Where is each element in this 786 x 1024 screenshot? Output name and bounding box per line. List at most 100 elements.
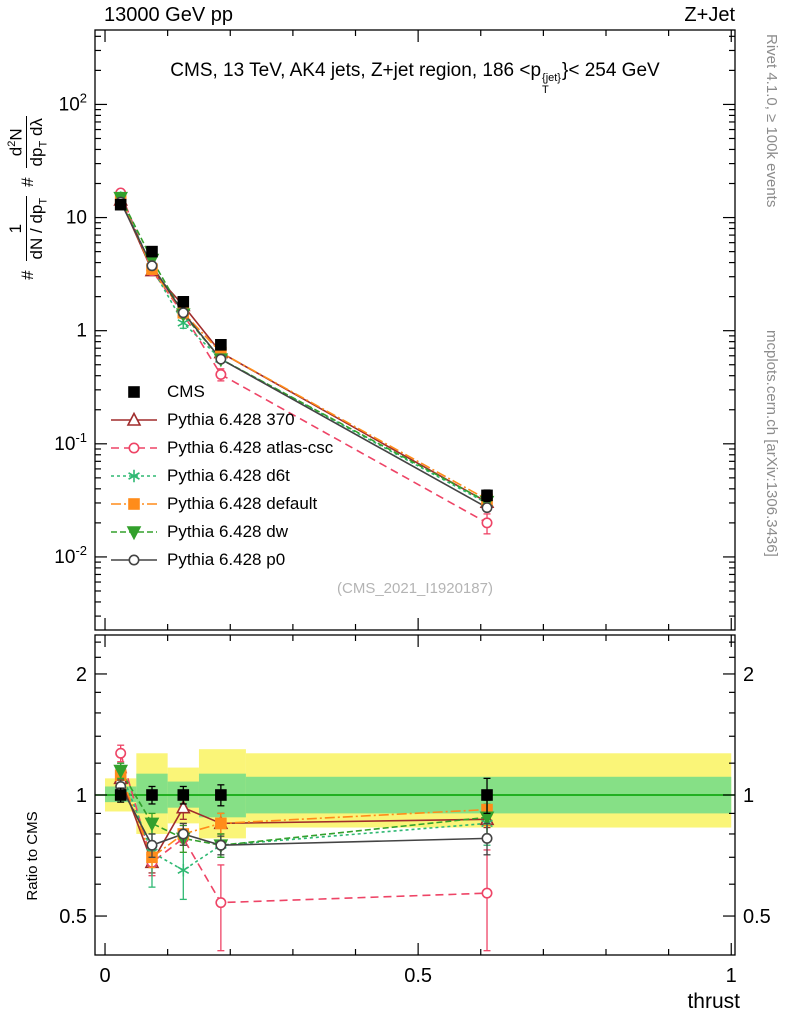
marker-triangle-down (126, 526, 142, 541)
ylabel-frac2-numerator: d2N (5, 128, 26, 157)
marker-square (146, 789, 158, 801)
main-y-tick-label: 10-2 (54, 543, 87, 568)
marker-circle (146, 839, 158, 851)
marker-circle (177, 307, 189, 319)
main-panel-series (113, 187, 495, 535)
main-y-tick-label: 10 (66, 208, 87, 229)
marker-asterisk (128, 469, 140, 483)
legend-item-pythia-atlas-csc: Pythia 6.428 atlas-csc (110, 434, 333, 462)
marker-square (177, 296, 190, 308)
pt-jet-subsup: {jet} T (542, 72, 561, 96)
ratio-y-axis-label: Ratio to CMS (24, 811, 41, 901)
marker-square (114, 198, 127, 211)
marker-triangle-down (144, 817, 160, 832)
legend-label: Pythia 6.428 370 (167, 410, 295, 429)
main-y-tick-label: 1 (76, 321, 87, 342)
tick-labels: 102 10 1 10-1 10-2 2 2 1 1 0.5 0.5 0 0.5 1 (54, 90, 771, 987)
marker-circle (215, 897, 227, 909)
ratio-y-tick-label: 0.5 (743, 906, 771, 928)
legend: CMS Pythia 6.428 370 Pythia 6.428 atlas-cs… (110, 378, 333, 574)
legend-item-pythia-dw: Pythia 6.428 dw (110, 518, 333, 546)
legend-label: Pythia 6.428 atlas-csc (167, 438, 334, 457)
rivet-version-note: Rivet 4.1.0, ≥ 100k events (763, 34, 780, 208)
marker-square (114, 789, 127, 801)
panel-title-sub: T (542, 83, 549, 96)
legend-label: Pythia 6.428 dw (167, 522, 288, 541)
x-axis-label: thrust (687, 990, 740, 1013)
marker-circle (215, 368, 227, 380)
legend-sample-pythia-p0 (111, 554, 157, 566)
marker-circle (481, 517, 493, 529)
marker-square (481, 789, 493, 801)
marker-circle (115, 747, 127, 759)
marker-circle (215, 353, 227, 365)
marker-circle (146, 260, 158, 272)
ylabel-hash-1: # (18, 270, 37, 280)
marker-square (128, 386, 140, 398)
ylabel-fraction-2: d2N dpT dλ (5, 116, 51, 169)
legend-sample-cms (128, 386, 140, 398)
marker-square (177, 789, 190, 801)
ylabel-frac1-numerator: 1 (6, 223, 26, 234)
marker-circle (128, 442, 140, 454)
legend-item-pythia-p0: Pythia 6.428 p0 (110, 546, 333, 574)
legend-item-pythia-d6t: Pythia 6.428 d6t (110, 462, 333, 490)
main-y-tick-label: 10-1 (54, 430, 87, 455)
marker-asterisk (177, 863, 190, 877)
x-tick-label: 1 (726, 965, 737, 987)
beam-energy-label: 13000 GeV pp (104, 4, 233, 26)
marker-circle (177, 828, 189, 840)
legend-sample-pythia-d6t (111, 469, 157, 483)
marker-circle (481, 887, 493, 899)
ratio-frame (94, 634, 736, 956)
axis-ticks (95, 30, 735, 955)
main-y-tick-label: 102 (59, 90, 87, 115)
panel-title-prefix: CMS, 13 TeV, AK4 jets, Z+jet region, 186… (170, 60, 542, 81)
ylabel-fraction-1: 1 dN / dpT (6, 195, 50, 262)
main-frame (94, 29, 736, 631)
analysis-id-watermark: (CMS_2021_I1920187) (337, 580, 493, 597)
panel-title-sup: {jet} (542, 72, 561, 84)
series-line-pythia-dw (119, 770, 488, 847)
x-tick-label: 0 (99, 965, 110, 987)
panel-title: CMS, 13 TeV, AK4 jets, Z+jet region, 186… (97, 60, 733, 96)
marker-square (215, 339, 227, 351)
marker-circle (481, 832, 493, 844)
ratio-panel-series (113, 744, 495, 952)
legend-label: Pythia 6.428 d6t (167, 466, 290, 485)
legend-sample-pythia-default (111, 498, 157, 510)
ratio-y-tick-label: 2 (76, 664, 87, 686)
legend-item-cms: CMS (110, 378, 333, 406)
marker-square (128, 498, 140, 510)
error-bar (483, 849, 491, 952)
mcplots-attribution-note: mcplots.cern.ch [arXiv:1306.3436] (763, 330, 780, 557)
marker-circle (128, 554, 140, 566)
ratio-y-tick-label: 1 (76, 785, 87, 807)
ylabel-hash-2: # (18, 177, 37, 187)
process-label: Z+Jet (684, 4, 735, 26)
series-line-pythia-dw (119, 197, 488, 503)
legend-sample-pythia-atlas-csc (111, 442, 157, 454)
legend-label: Pythia 6.428 default (167, 494, 318, 513)
marker-triangle-up (126, 411, 142, 426)
legend-label: Pythia 6.428 p0 (167, 550, 286, 569)
x-tick-label: 0.5 (404, 965, 432, 987)
panel-title-suffix: }< 254 GeV (561, 60, 660, 81)
legend-item-pythia-default: Pythia 6.428 default (110, 490, 333, 518)
series-line-pythia-atlas-csc (119, 753, 488, 904)
legend-label: CMS (167, 382, 205, 401)
ratio-y-tick-label: 2 (743, 664, 754, 686)
y-axis-label: # 1 dN / dpT # d2N dpT dλ (4, 30, 52, 366)
ratio-y-tick-label: 1 (743, 785, 754, 807)
marker-triangle-up (175, 799, 191, 814)
legend-sample-pythia-370 (111, 411, 157, 426)
ylabel-frac1-denominator: dN / dpT (25, 195, 50, 262)
marker-square (146, 245, 158, 258)
marker-square (215, 817, 227, 830)
legend-sample-pythia-dw (111, 526, 157, 541)
ylabel-frac2-denominator: dpT dλ (26, 116, 51, 169)
marker-square (481, 489, 493, 502)
marker-circle (481, 502, 493, 514)
marker-triangle-down (113, 764, 128, 779)
